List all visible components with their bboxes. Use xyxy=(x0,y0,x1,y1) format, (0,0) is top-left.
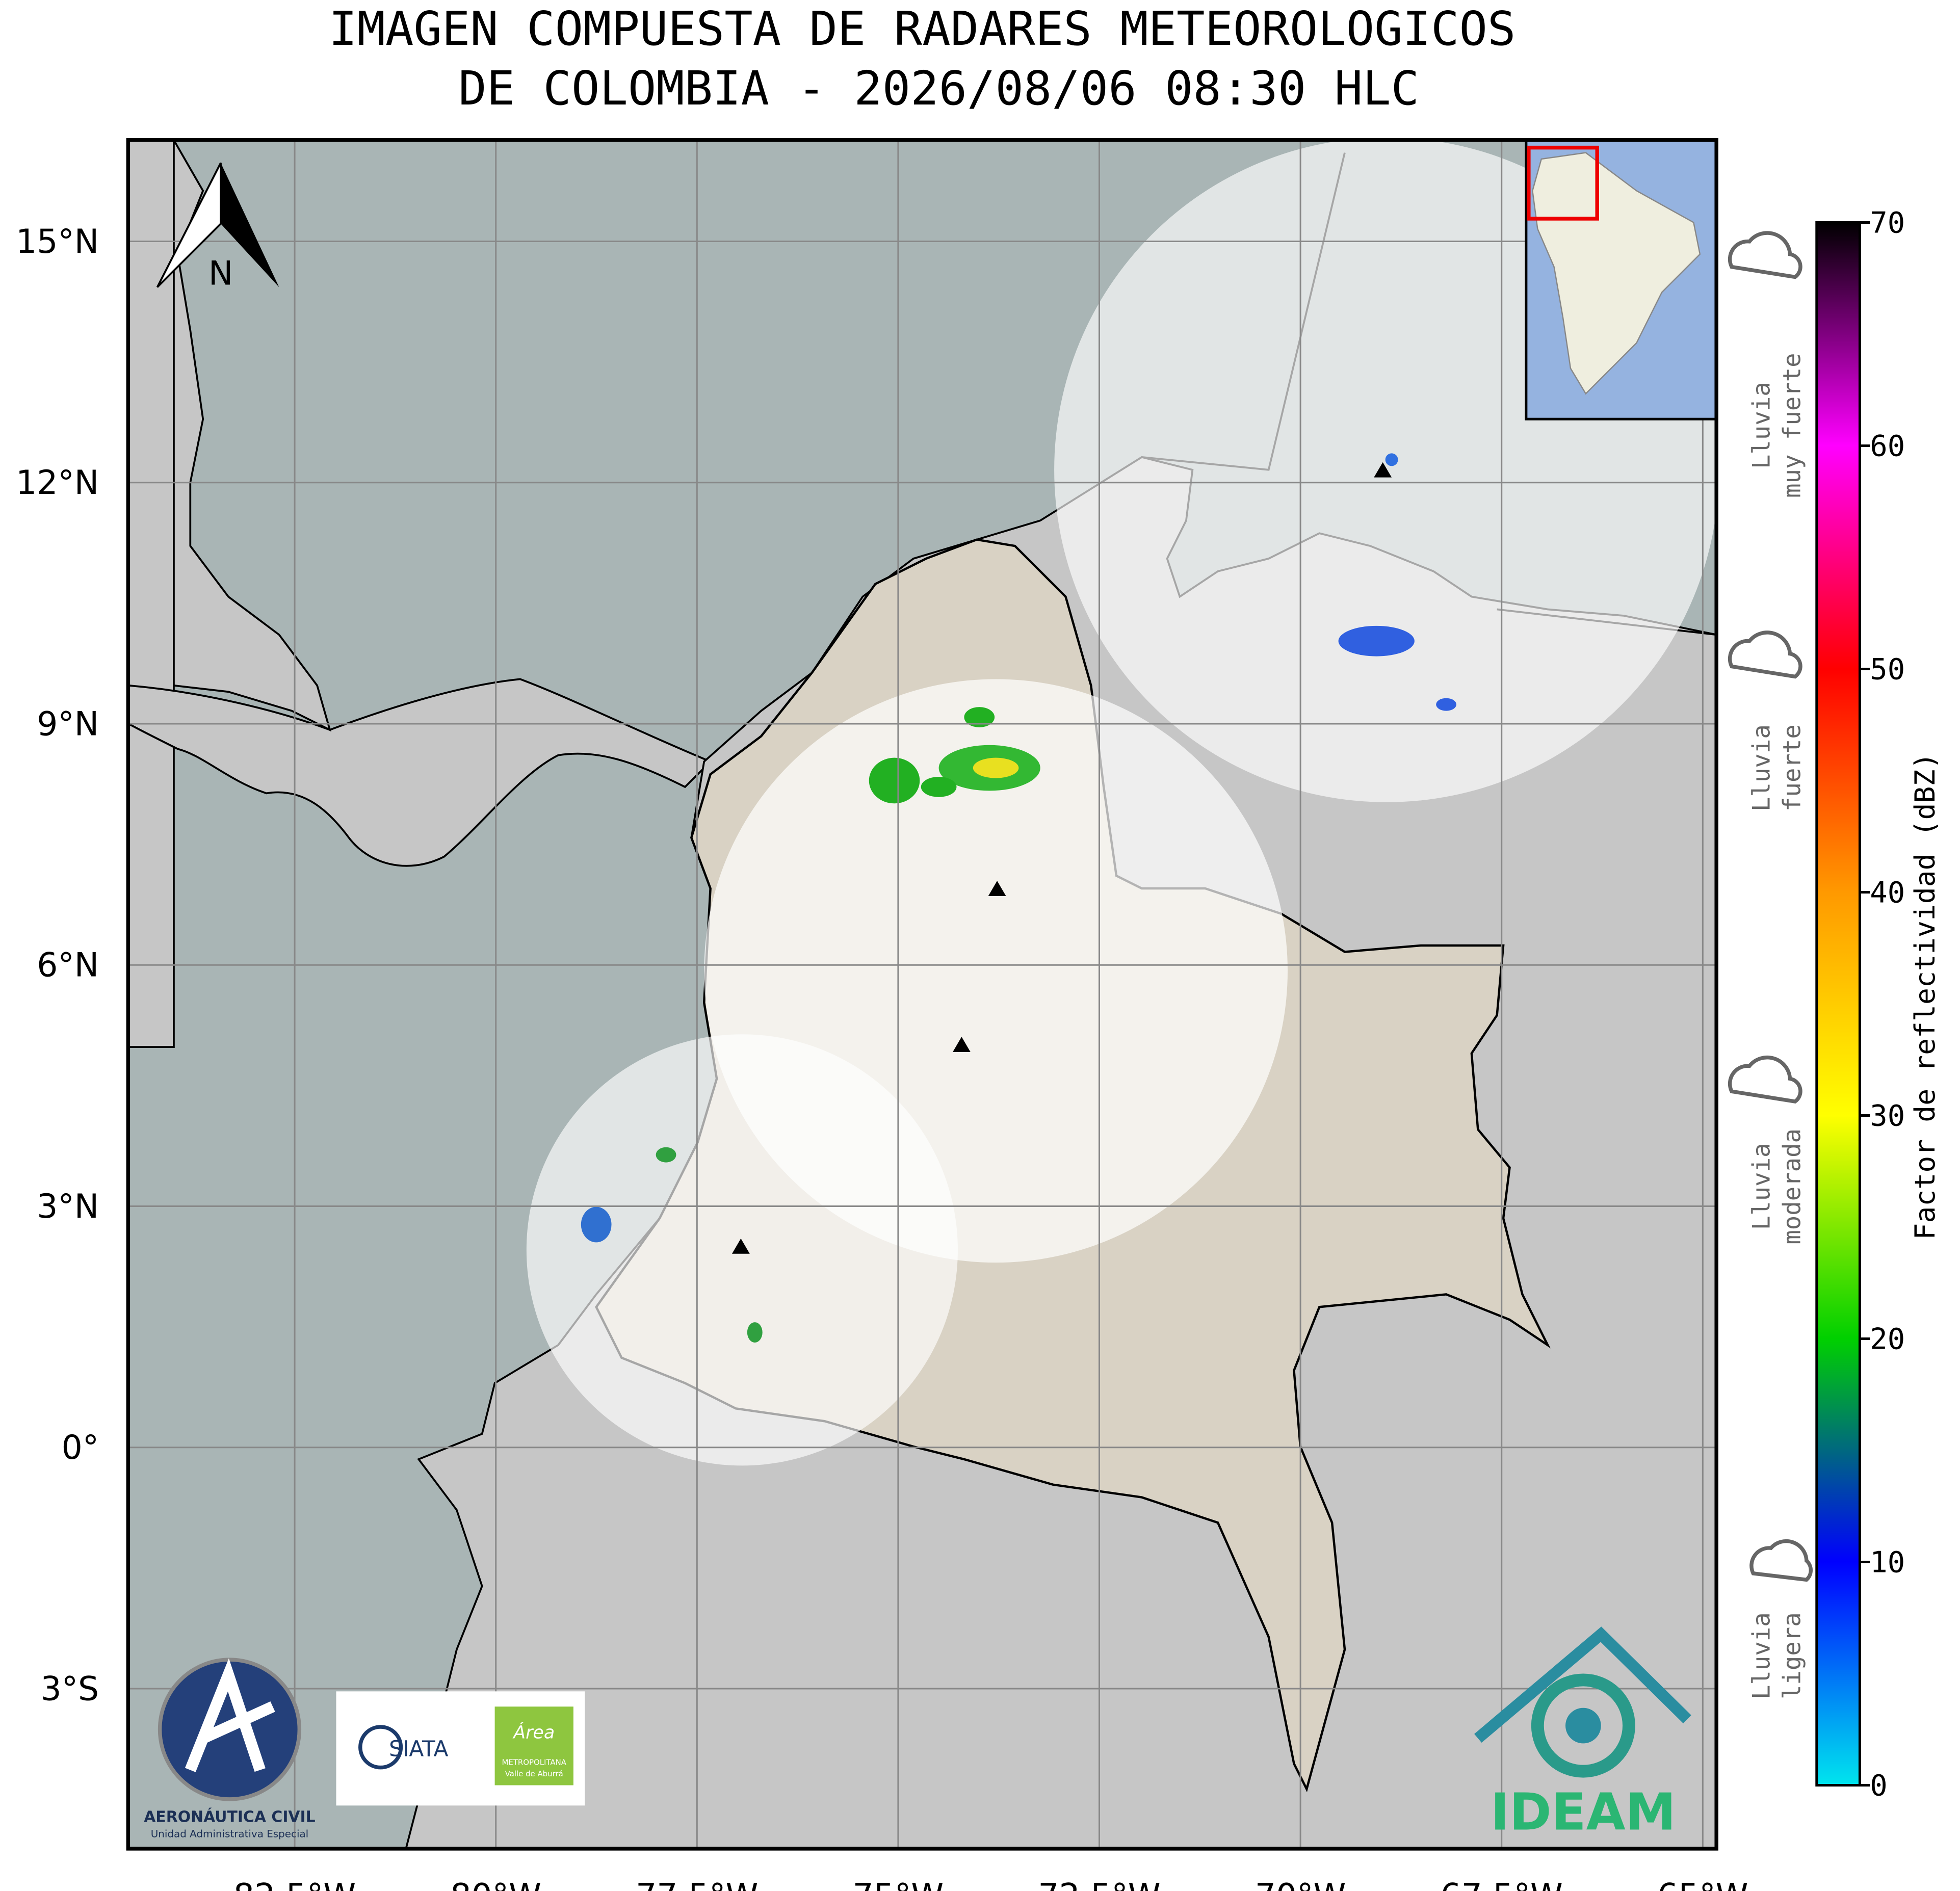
lat-tick-label: 9°N xyxy=(37,705,99,743)
map-area: N AERONÁUTICA CIVIL Unidad Administrativ… xyxy=(128,140,1717,1849)
rain-level-line: fuerte xyxy=(1778,724,1806,811)
logo-aerocivil: AERONÁUTICA CIVIL Unidad Administrativa … xyxy=(144,1658,316,1840)
rain-level-line: Lluvia xyxy=(1748,724,1776,811)
logo-text: SIATA xyxy=(389,1736,449,1761)
lon-tick-label: 80°W xyxy=(450,1877,541,1891)
lat-tick-label: 0° xyxy=(62,1429,99,1467)
panama xyxy=(128,678,712,867)
colorbar-tick-label: 60 xyxy=(1870,429,1905,463)
map-frame xyxy=(126,138,1718,1851)
lon-tick-label: 70°W xyxy=(1255,1877,1346,1891)
rain-level-line: muy fuerte xyxy=(1778,353,1806,498)
colorbar-tick-label: 40 xyxy=(1870,876,1905,909)
rain-level-line: Lluvia xyxy=(1748,382,1776,469)
land xyxy=(128,140,175,1048)
rain-level-label: Lluvia ligera xyxy=(1748,1612,1807,1699)
lat-tick-label: 6°N xyxy=(37,947,99,985)
lat-tick-label: 15°N xyxy=(16,223,99,261)
logo-text: Unidad Administrativa Especial xyxy=(151,1828,308,1840)
colorbar xyxy=(1815,221,1861,1787)
inset-map xyxy=(1525,140,1717,421)
colorbar-tick-label: 0 xyxy=(1870,1769,1887,1802)
logo-text: IDEAM xyxy=(1491,1783,1676,1842)
lat-tick-label: 3°N xyxy=(37,1188,99,1226)
axis-labels: 82.5°W 80°W 77.5°W 75°W 72.5°W 70°W 67.5°W 65°W… xyxy=(16,223,1748,1891)
colorbar-axis: 0 10 20 30 40 50 60 70 xyxy=(1860,206,1905,1802)
colorbar-tick-label: 30 xyxy=(1870,1099,1905,1133)
lat-tick-label: 3°S xyxy=(41,1670,99,1708)
rain-level-line: moderada xyxy=(1778,1128,1806,1245)
title-line-1: IMAGEN COMPUESTA DE RADARES METEOROLOGIC… xyxy=(329,2,1515,56)
logo-siata: SIATA Área METROPOLITANA Valle de Aburrá xyxy=(336,1691,585,1806)
lon-tick-label: 72.5°W xyxy=(1038,1877,1160,1891)
rain-level-label: Lluvia muy fuerte xyxy=(1748,353,1807,498)
colorbar-tick-label: 70 xyxy=(1870,206,1905,240)
rain-level-label: Lluvia moderada xyxy=(1748,1128,1807,1245)
logo-text: AERONÁUTICA CIVIL xyxy=(144,1808,315,1826)
logo-text: METROPOLITANA xyxy=(502,1758,566,1767)
north-arrow: N xyxy=(156,162,279,293)
lon-tick-label: 77.5°W xyxy=(636,1877,758,1891)
colorbar-tick-label: 20 xyxy=(1870,1322,1905,1356)
rain-icons xyxy=(1728,231,1813,1582)
rain-level-label: Lluvia fuerte xyxy=(1748,724,1807,811)
lon-tick-label: 67.5°W xyxy=(1441,1877,1563,1891)
lat-tick-label: 12°N xyxy=(16,464,99,502)
title-line-2: DE COLOMBIA - 2026/08/06 08:30 HLC xyxy=(458,61,1419,116)
colorbar-tick-label: 10 xyxy=(1870,1545,1905,1579)
colorbar-label: Factor de reflectividad (dBZ) xyxy=(1909,753,1941,1240)
radar-echoes xyxy=(581,453,1456,1343)
logo-ideam: IDEAM xyxy=(1474,1626,1691,1842)
rain-level-line: Lluvia xyxy=(1748,1143,1776,1230)
lon-tick-label: 75°W xyxy=(853,1877,944,1891)
graticule xyxy=(128,140,1717,1849)
central-america xyxy=(173,140,332,732)
logo-text: Valle de Aburrá xyxy=(505,1769,563,1778)
lon-tick-label: 65°W xyxy=(1657,1877,1748,1891)
logo-text: Área xyxy=(512,1721,555,1743)
colorbar-tick-label: 50 xyxy=(1870,652,1905,686)
north-label: N xyxy=(208,254,233,293)
radar-sites xyxy=(731,462,1392,1254)
rain-level-line: ligera xyxy=(1778,1612,1806,1699)
lon-tick-label: 82.5°W xyxy=(233,1877,356,1891)
rain-level-line: Lluvia xyxy=(1748,1612,1776,1699)
